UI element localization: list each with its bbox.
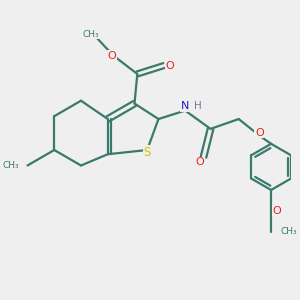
Text: CH₃: CH₃ bbox=[281, 227, 298, 236]
Text: O: O bbox=[272, 206, 281, 216]
Text: O: O bbox=[108, 51, 116, 61]
Text: O: O bbox=[195, 157, 204, 167]
Text: CH₃: CH₃ bbox=[2, 161, 19, 170]
Text: S: S bbox=[143, 146, 151, 159]
Text: CH₃: CH₃ bbox=[82, 30, 99, 39]
Text: O: O bbox=[255, 128, 264, 137]
Text: O: O bbox=[165, 61, 174, 70]
Text: H: H bbox=[194, 101, 202, 111]
Text: N: N bbox=[181, 101, 189, 111]
